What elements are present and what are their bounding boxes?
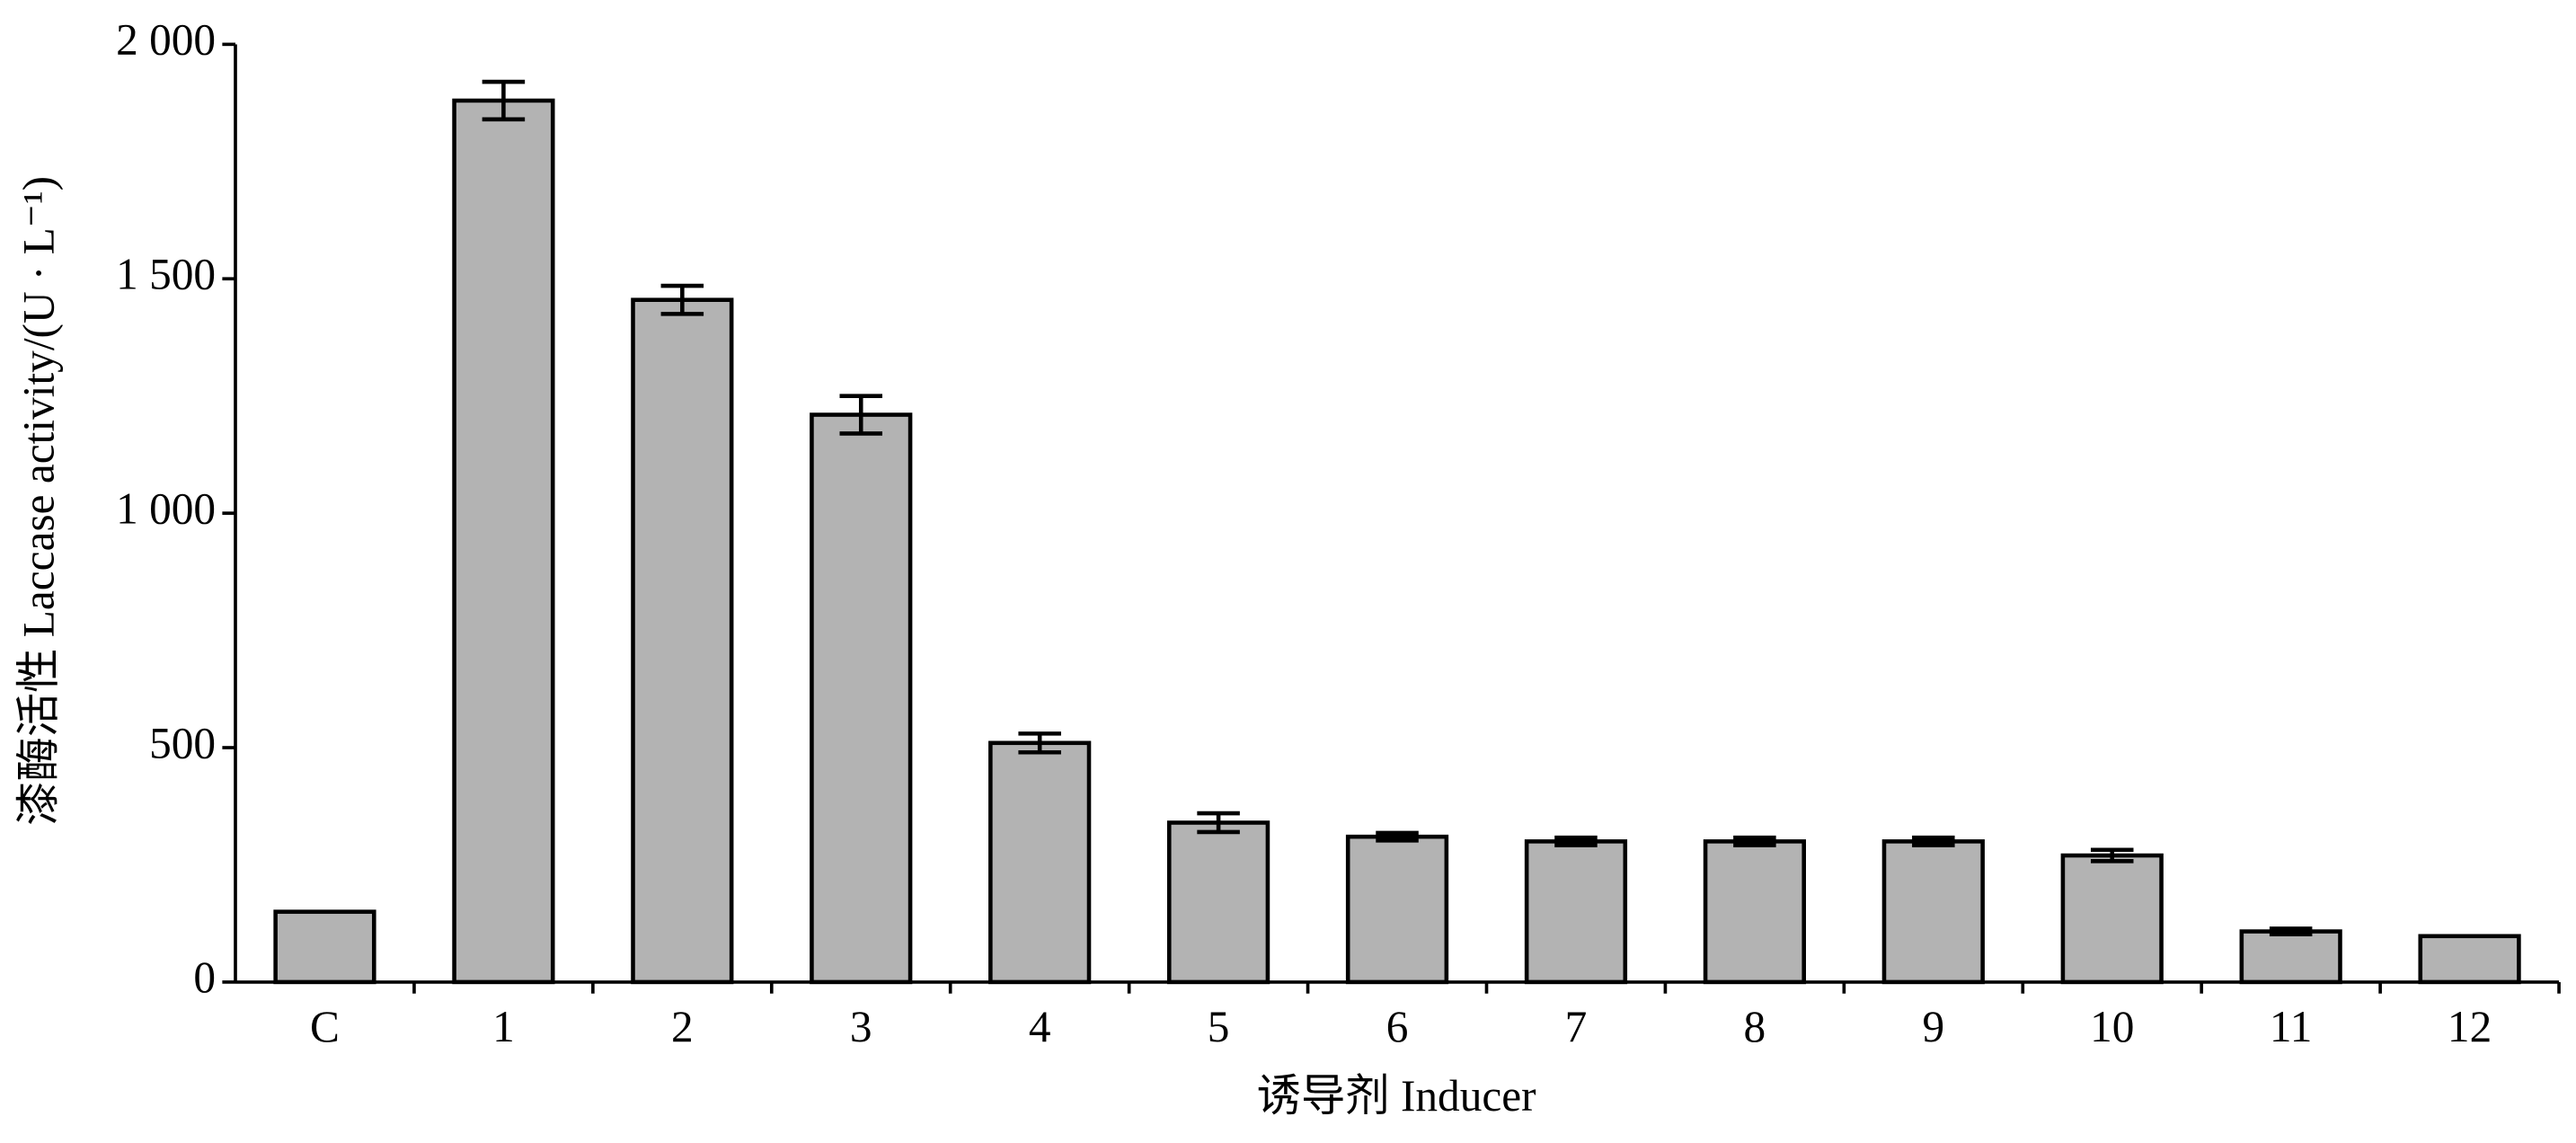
x-axis-label: 诱导剂 Inducer [1257,1071,1536,1121]
x-tick-label: 9 [1922,1002,1944,1051]
x-tick-label: 1 [492,1002,515,1051]
bar [988,740,1092,985]
x-tick-label: 11 [2270,1002,2313,1051]
y-tick-label: 0 [193,952,216,1002]
x-tick-label: 10 [2090,1002,2134,1051]
x-tick-label: 7 [1565,1002,1588,1051]
bar [1703,839,1806,985]
x-tick-label: 3 [850,1002,872,1051]
x-tick-label: 6 [1386,1002,1409,1051]
error-bar [1733,835,1776,847]
bar [1524,839,1628,985]
y-tick-label: 1 000 [116,483,216,533]
bar [810,412,913,985]
bar [2060,853,2164,985]
x-tick-label: 8 [1744,1002,1766,1051]
x-tick-label: C [310,1002,340,1051]
bar [1345,834,1449,985]
x-tick-label: 12 [2448,1002,2492,1051]
error-bar [839,394,883,436]
y-tick-label: 1 500 [116,250,216,299]
error-bar [2269,926,2313,936]
error-bar [1912,835,1955,847]
x-tick-label: 2 [671,1002,694,1051]
bar [1166,820,1270,985]
error-bar [1197,811,1240,835]
x-tick-label: 4 [1029,1002,1051,1051]
bar [273,909,376,985]
bar [2418,934,2521,985]
y-tick-label: 2 000 [116,15,216,65]
x-tick-label: 5 [1208,1002,1230,1051]
y-axis-label: 漆酶活性 Laccase activity/(U · L⁻¹) [14,176,64,826]
error-bar [1376,830,1419,843]
bar [631,297,734,985]
error-bar [482,79,526,122]
error-bar [1018,731,1061,755]
bar [2239,929,2342,985]
y-tick-label: 500 [149,718,216,767]
bar [1881,839,1985,985]
error-bar [1554,835,1598,847]
error-bar [2090,847,2134,864]
bar [452,98,555,985]
error-bar [660,283,704,316]
